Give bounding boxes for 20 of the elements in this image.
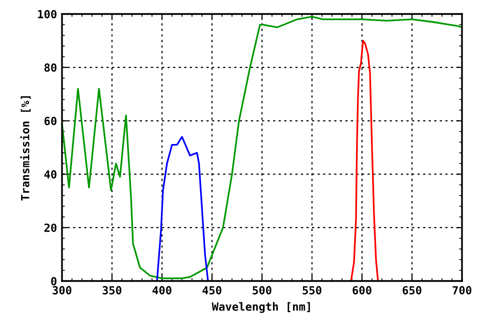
x-tick-label: 500 xyxy=(252,286,272,294)
x-tick-label: 400 xyxy=(152,286,172,294)
x-tick-label: 350 xyxy=(102,286,122,294)
y-tick-label: 100 xyxy=(38,10,56,18)
line-series xyxy=(156,136,209,281)
x-tick-label: 600 xyxy=(352,286,372,294)
y-tick-label: 60 xyxy=(44,116,56,126)
line-series xyxy=(350,40,379,281)
y-tick-label: 20 xyxy=(44,224,56,232)
y-tick-label: 80 xyxy=(44,63,56,72)
x-tick-label: 300 xyxy=(52,286,72,294)
x-tick-label: 650 xyxy=(402,286,422,294)
y-tick-label: 40 xyxy=(44,170,56,179)
y-tick-label: 0 xyxy=(51,276,56,286)
x-axis-title: Wavelength [nm] xyxy=(212,302,310,313)
line-series xyxy=(62,16,462,280)
x-tick-label: 450 xyxy=(202,286,222,294)
y-axis-title: Transmission [%] xyxy=(20,96,31,201)
x-tick-label: 550 xyxy=(302,286,322,294)
x-tick-label: 700 xyxy=(452,286,472,294)
